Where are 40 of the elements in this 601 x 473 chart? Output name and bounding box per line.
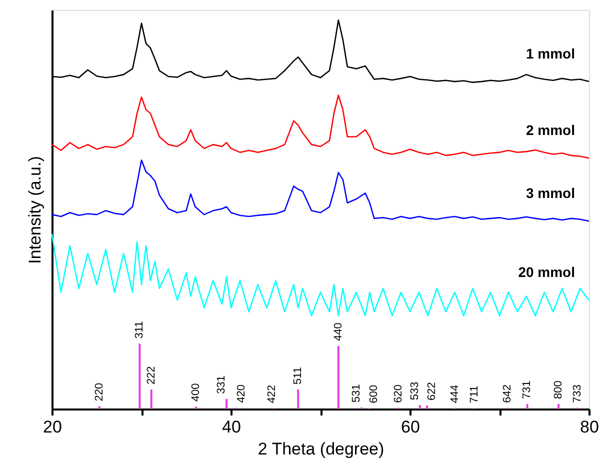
- annotation: 420: [235, 384, 248, 403]
- x-axis-title: 2 Theta (degree): [258, 440, 384, 458]
- annotation: 800: [552, 380, 565, 399]
- annotation: 642: [502, 384, 514, 403]
- annotation: 733: [571, 384, 584, 403]
- bar: [337, 346, 340, 409]
- series-label: 20 mmol: [518, 264, 575, 280]
- annotation: 531: [350, 384, 363, 402]
- x-tick-label: 80: [580, 418, 599, 436]
- bar: [526, 404, 528, 409]
- annotation: 444: [448, 384, 461, 404]
- bar: [558, 404, 560, 409]
- annotation: 600: [368, 384, 380, 404]
- series-label: 1 mmol: [526, 46, 575, 62]
- x-tick-label: 40: [222, 418, 241, 436]
- bar: [226, 398, 228, 409]
- annotation: 422: [266, 384, 278, 404]
- bar: [98, 406, 100, 409]
- annotation: 400: [190, 383, 202, 402]
- x-tick-label: 20: [43, 418, 62, 436]
- annotation: 331: [216, 376, 228, 394]
- annotation: 222: [145, 366, 158, 385]
- annotation: 220: [93, 382, 106, 402]
- annotation: 620: [392, 384, 404, 403]
- bar: [150, 390, 152, 409]
- annotation: 440: [332, 322, 344, 341]
- y-axis-title: Intensity (a.u.): [26, 156, 44, 264]
- bar: [297, 390, 300, 409]
- series-label: 3 mmol: [526, 185, 575, 202]
- annotation: 711: [468, 386, 480, 404]
- annotation: 511: [292, 367, 304, 385]
- annotation: 622: [426, 382, 438, 400]
- annotation: 533: [408, 382, 421, 400]
- annotation: 731: [521, 380, 534, 399]
- bar: [138, 344, 141, 409]
- x-tick-label: 60: [401, 418, 420, 436]
- series-label: 2 mmol: [526, 122, 575, 138]
- annotation: 311: [134, 321, 146, 339]
- bar: [426, 406, 428, 409]
- bar: [418, 405, 421, 409]
